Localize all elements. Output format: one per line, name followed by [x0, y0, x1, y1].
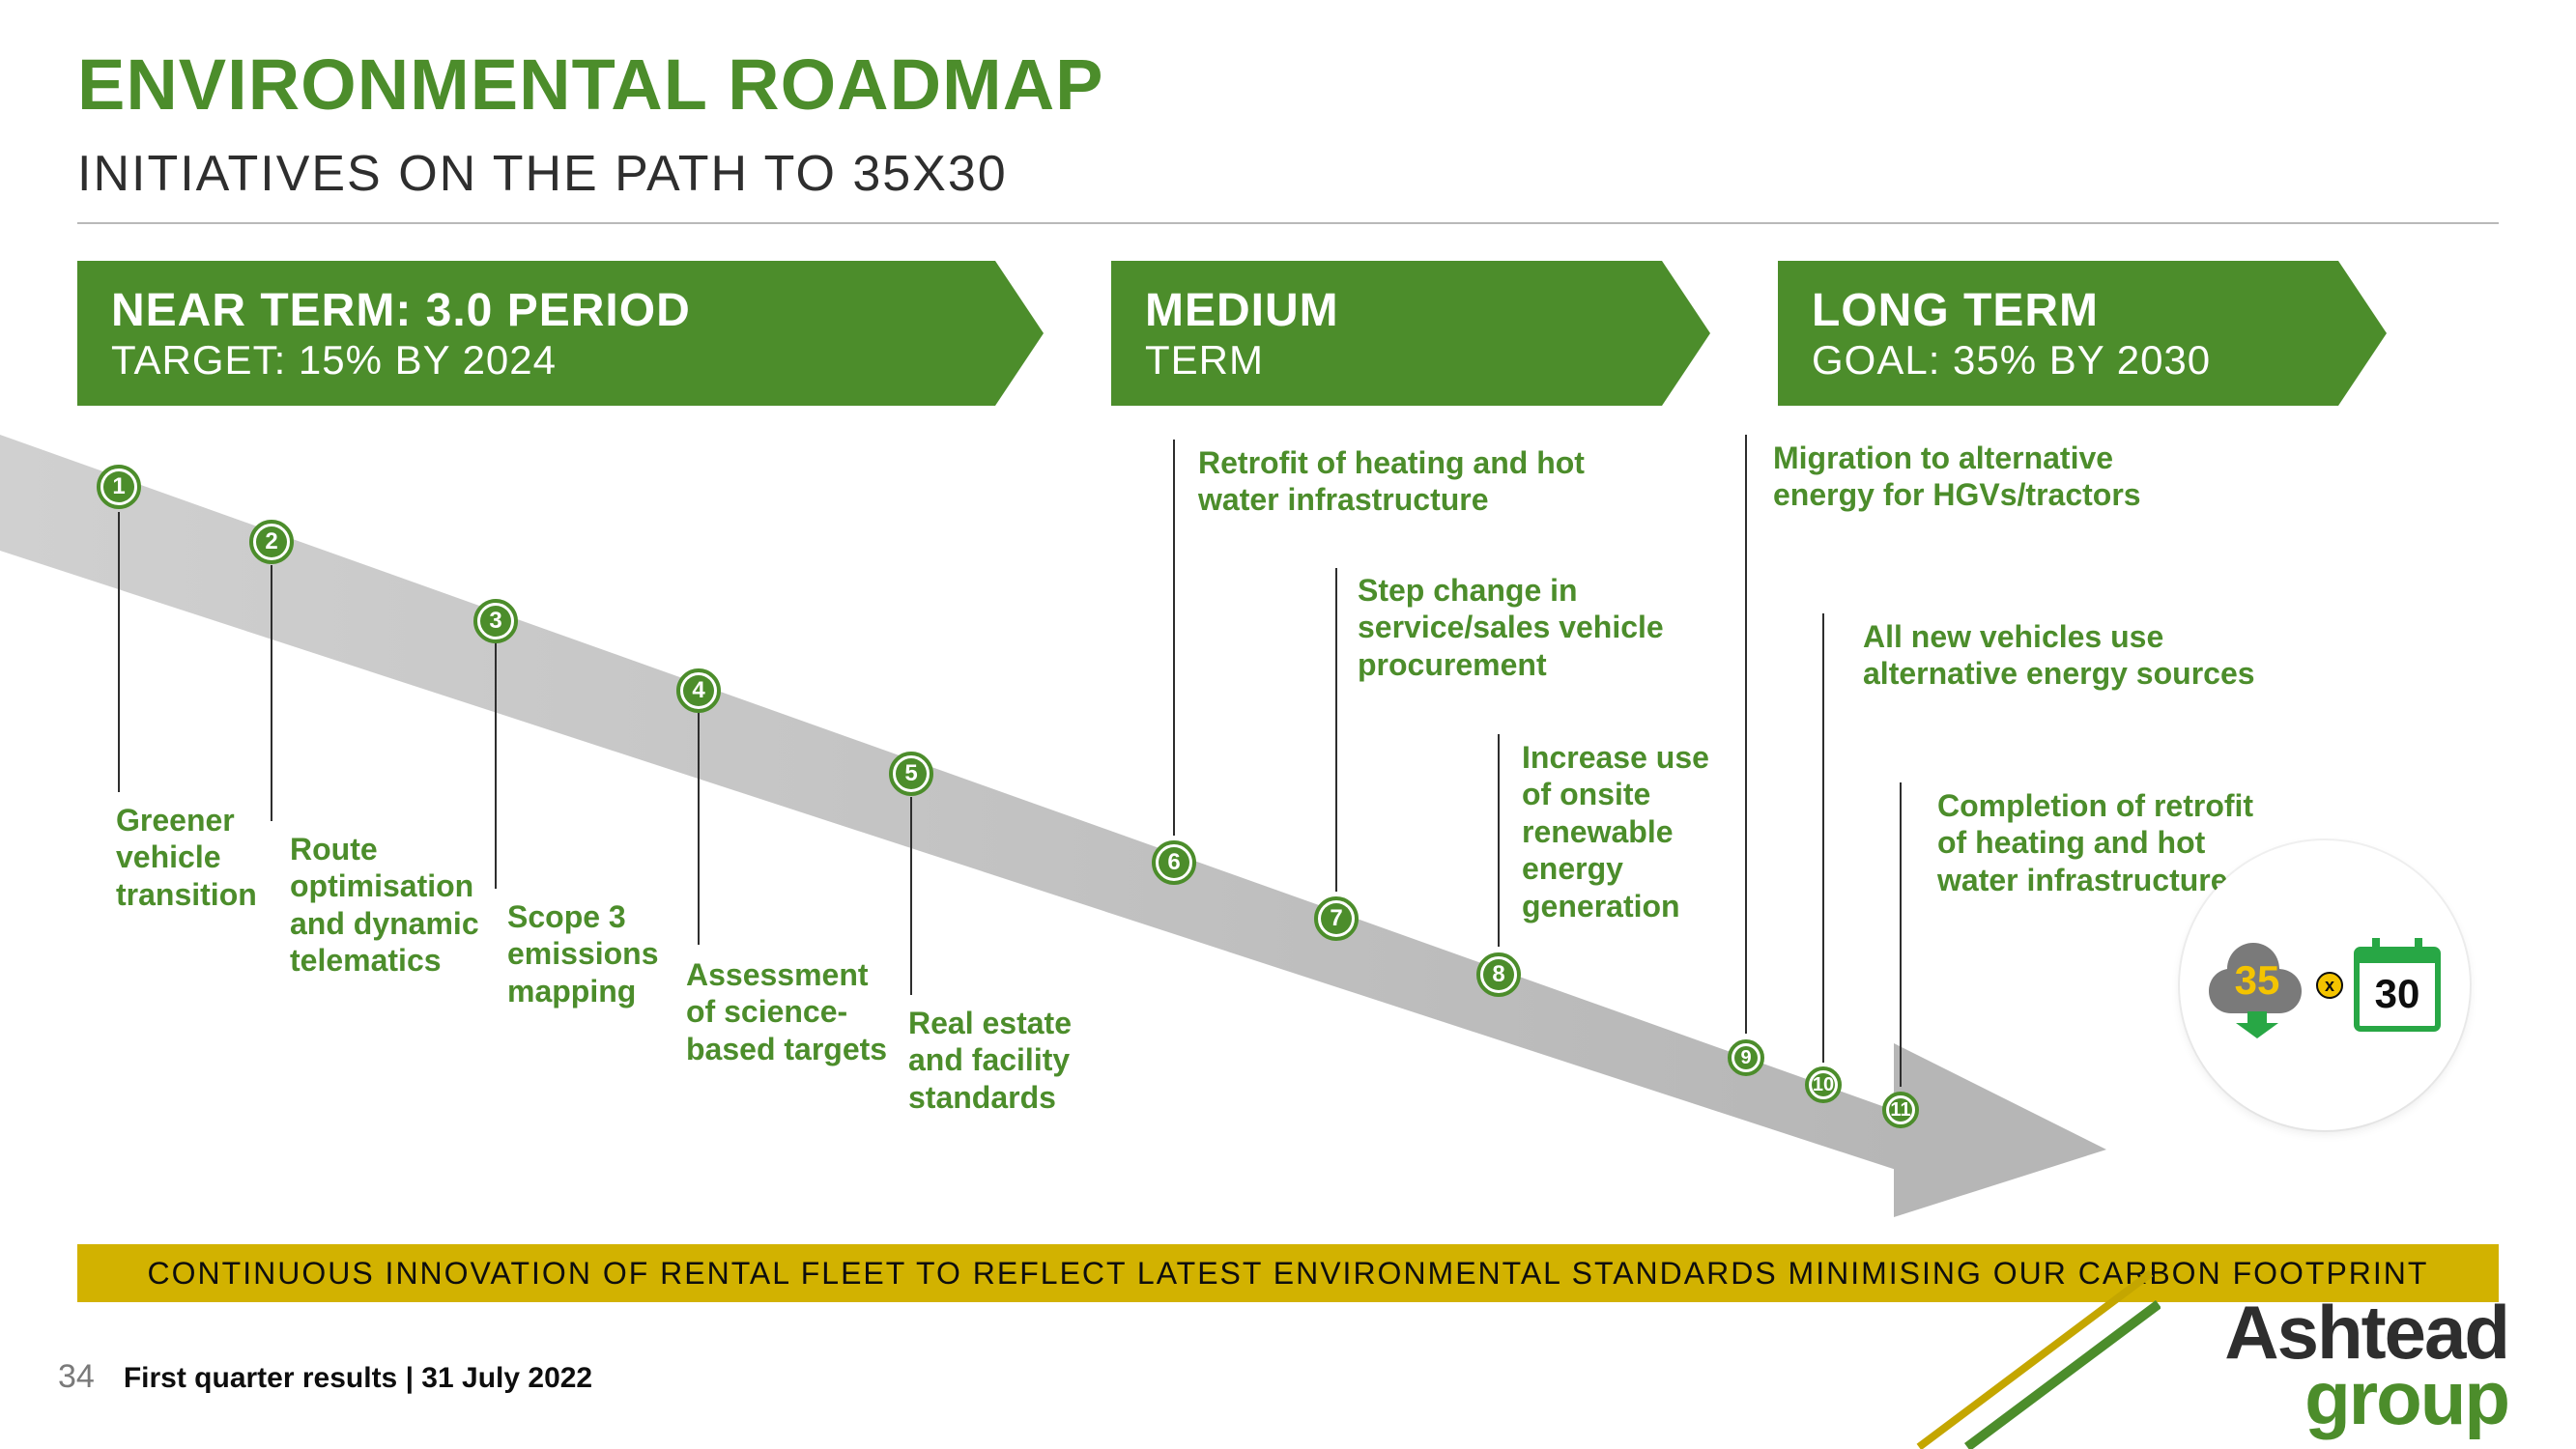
caption-9: Migration to alternativeenergy for HGVs/… [1773, 440, 2141, 514]
caption-7: Step change inservice/sales vehicleprocu… [1358, 572, 1664, 683]
logo-line2: group [2224, 1365, 2508, 1432]
caption-1: Greenervehicletransition [116, 802, 257, 913]
ashtead-logo: Ashtead group [2224, 1299, 2508, 1432]
marker-3: 3 [473, 599, 518, 643]
phase-line2: TARGET: 15% BY 2024 [111, 337, 1044, 384]
footer-text: First quarter results | 31 July 2022 [124, 1362, 592, 1395]
x-icon: x [2316, 972, 2343, 999]
phase-banner-medium: MEDIUMTERM [1111, 261, 1710, 406]
phase-banner-near: NEAR TERM: 3.0 PERIODTARGET: 15% BY 2024 [77, 261, 1044, 406]
phase-line1: MEDIUM [1145, 284, 1710, 337]
badge-35x30: 35 x 30 [2180, 840, 2470, 1130]
leader-6 [1173, 440, 1175, 836]
page-number: 34 [58, 1358, 95, 1396]
marker-5: 5 [889, 752, 933, 796]
phase-line1: NEAR TERM: 3.0 PERIOD [111, 284, 1044, 337]
marker-6: 6 [1152, 840, 1196, 885]
caption-8: Increase useof onsiterenewableenergygene… [1522, 739, 1709, 924]
caption-5: Real estateand facilitystandards [908, 1005, 1072, 1116]
title-rule [77, 222, 2499, 224]
marker-11: 11 [1882, 1092, 1919, 1128]
caption-10: All new vehicles usealternative energy s… [1863, 618, 2255, 693]
leader-4 [698, 713, 700, 945]
cloud-down-icon: 35 [2204, 932, 2310, 1038]
marker-10: 10 [1805, 1066, 1842, 1103]
caption-2: Routeoptimisationand dynamictelematics [290, 831, 479, 980]
marker-7: 7 [1314, 896, 1359, 941]
caption-3: Scope 3emissionsmapping [507, 898, 659, 1009]
leader-8 [1498, 734, 1500, 947]
page-subtitle: INITIATIVES ON THE PATH TO 35X30 [77, 145, 1008, 203]
phase-line1: LONG TERM [1812, 284, 2387, 337]
phase-banner-long: LONG TERMGOAL: 35% BY 2030 [1778, 261, 2387, 406]
marker-1: 1 [97, 465, 141, 509]
logo-slash-icon [1909, 1265, 2161, 1449]
leader-7 [1335, 568, 1337, 892]
phase-line2: GOAL: 35% BY 2030 [1812, 337, 2387, 384]
marker-4: 4 [676, 668, 721, 713]
leader-11 [1900, 782, 1902, 1087]
svg-text:30: 30 [2375, 971, 2420, 1016]
leader-5 [910, 797, 912, 995]
svg-text:x: x [2325, 976, 2334, 995]
leader-9 [1745, 435, 1747, 1034]
svg-text:35: 35 [2235, 957, 2280, 1003]
leader-1 [118, 512, 120, 792]
marker-8: 8 [1476, 952, 1521, 997]
marker-9: 9 [1728, 1039, 1764, 1076]
caption-4: Assessmentof science-based targets [686, 956, 887, 1067]
phase-line2: TERM [1145, 337, 1710, 384]
footer: 34 First quarter results | 31 July 2022 [58, 1358, 592, 1396]
leader-3 [495, 642, 497, 889]
marker-2: 2 [249, 520, 294, 564]
caption-6: Retrofit of heating and hotwater infrast… [1198, 444, 1585, 519]
caption-11: Completion of retrofitof heating and hot… [1937, 787, 2253, 898]
leader-10 [1822, 613, 1824, 1063]
leader-2 [271, 565, 272, 821]
page-title: ENVIRONMENTAL ROADMAP [77, 43, 1104, 126]
calendar-icon: 30 [2349, 932, 2446, 1038]
